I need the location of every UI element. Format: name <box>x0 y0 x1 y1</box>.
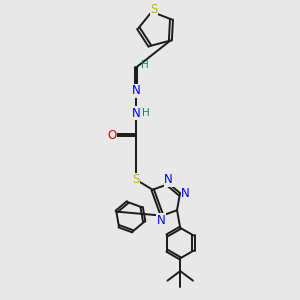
Text: N: N <box>157 214 165 227</box>
Text: H: H <box>141 60 149 70</box>
Text: O: O <box>107 129 116 142</box>
Text: S: S <box>150 3 158 16</box>
Text: N: N <box>164 173 173 186</box>
Text: N: N <box>132 84 141 97</box>
Text: N: N <box>132 106 141 119</box>
Text: H: H <box>142 108 150 118</box>
Text: N: N <box>182 187 190 200</box>
Text: S: S <box>133 173 140 186</box>
